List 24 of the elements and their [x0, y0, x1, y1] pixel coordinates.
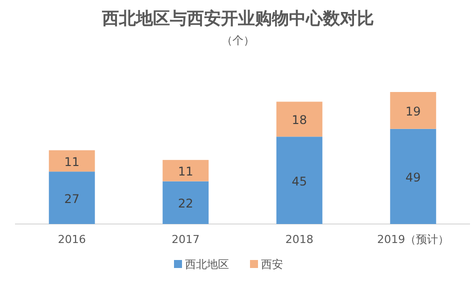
data-label: 27 [64, 192, 80, 206]
data-label: 22 [178, 196, 194, 211]
x-tick-label: 2018 [285, 233, 314, 246]
chart-subtitle: （个） [222, 34, 254, 47]
x-tick-label: 2017 [172, 233, 200, 246]
legend-label: 西安 [261, 258, 283, 271]
bar [48, 172, 95, 224]
bar [276, 102, 322, 137]
x-tick-label: 2019（预计） [377, 233, 450, 246]
bar [162, 160, 209, 182]
bar [390, 92, 436, 129]
data-label: 49 [405, 170, 421, 184]
x-tick-label: 2016 [58, 233, 86, 246]
data-label: 19 [405, 104, 421, 118]
chart-title: 西北地区与西安开业购物中心数对比 [101, 9, 374, 29]
legend-label: 西北地区 [185, 258, 229, 271]
bar [48, 150, 95, 172]
bar [276, 136, 322, 224]
data-label: 45 [292, 174, 308, 188]
data-label: 18 [292, 113, 308, 128]
data-label: 11 [178, 164, 194, 179]
data-label: 11 [64, 154, 80, 169]
bar [390, 128, 436, 224]
bar [162, 181, 209, 224]
